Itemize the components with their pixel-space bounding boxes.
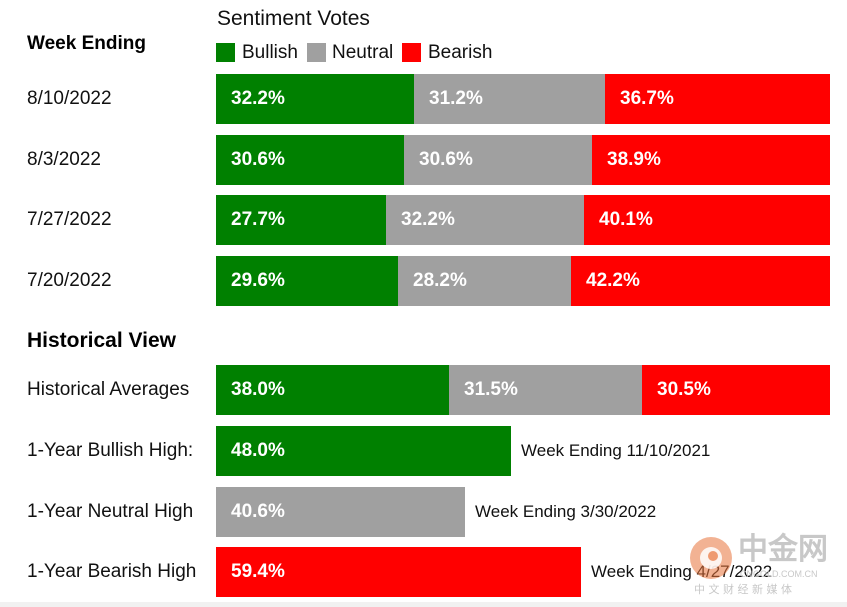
bar-value-label: 38.0% [231, 379, 285, 400]
watermark: 中金网 CNGOLD.COM.CN 中 文 财 经 新 媒 体 [688, 533, 836, 599]
watermark-domain: CNGOLD.COM.CN [740, 569, 818, 579]
row-label: Historical Averages [27, 379, 190, 400]
bar-segment-bullish [216, 74, 414, 124]
row-label: 8/10/2022 [27, 88, 112, 109]
bar-value-label: 29.6% [231, 270, 285, 291]
bar-segment-bearish [605, 74, 830, 124]
section-heading-historical-view: Historical View [27, 329, 177, 352]
bar-value-label: 32.2% [401, 209, 455, 230]
legend-label-neutral: Neutral [332, 42, 394, 63]
bar-segment-neutral [449, 365, 642, 415]
bar-value-label: 28.2% [413, 270, 467, 291]
bar-value-label: 38.9% [607, 149, 661, 170]
week-ending-note: Week Ending 11/10/2021 [521, 441, 711, 460]
bar-segment-bullish [216, 426, 511, 476]
bar-segment-bearish [592, 135, 830, 185]
bar-segment-neutral [216, 487, 465, 537]
week-ending-note: Week Ending 3/30/2022 [475, 502, 657, 521]
bar-segment-bullish [216, 365, 449, 415]
row-label: 8/3/2022 [27, 149, 101, 170]
watermark-tagline: 中 文 财 经 新 媒 体 [694, 583, 792, 596]
bar-segment-bullish [216, 195, 386, 245]
bar-segment-bullish [216, 135, 404, 185]
row-label: 1-Year Neutral High [27, 501, 194, 522]
legend-swatch-bullish [216, 43, 235, 62]
bar-value-label: 40.1% [599, 209, 653, 230]
bar-value-label: 40.6% [231, 501, 285, 522]
bar-segment-bearish [642, 365, 830, 415]
bar-value-label: 31.2% [429, 88, 483, 109]
bar-segment-bearish [584, 195, 830, 245]
bar-segment-neutral [398, 256, 571, 306]
bar-segment-neutral [386, 195, 584, 245]
row-label: 7/27/2022 [27, 209, 112, 230]
row-label: 1-Year Bullish High: [27, 440, 194, 461]
watermark-logo-icon [690, 537, 732, 579]
bar-value-label: 27.7% [231, 209, 285, 230]
section-heading-week-ending: Week Ending [27, 33, 146, 54]
row-label: 7/20/2022 [27, 270, 112, 291]
bar-value-label: 48.0% [231, 440, 285, 461]
legend-swatch-neutral [307, 43, 326, 62]
legend-label-bullish: Bullish [242, 42, 298, 63]
bar-value-label: 42.2% [586, 270, 640, 291]
watermark-brand: 中金网 [738, 532, 828, 567]
bottom-divider [0, 602, 847, 607]
legend-swatch-bearish [402, 43, 421, 62]
bar-value-label: 31.5% [464, 379, 518, 400]
bar-value-label: 59.4% [231, 561, 285, 582]
bar-segment-bullish [216, 256, 398, 306]
legend-label-bearish: Bearish [428, 42, 493, 63]
chart-title: Sentiment Votes [217, 7, 370, 30]
bar-value-label: 32.2% [231, 88, 285, 109]
bar-segment-neutral [414, 74, 605, 124]
bar-value-label: 30.6% [231, 149, 285, 170]
bar-value-label: 30.5% [657, 379, 711, 400]
bar-value-label: 30.6% [419, 149, 473, 170]
bar-segment-bearish [571, 256, 830, 306]
bar-segment-neutral [404, 135, 592, 185]
bar-value-label: 36.7% [620, 88, 674, 109]
bar-segment-bearish [216, 547, 581, 597]
row-label: 1-Year Bearish High [27, 561, 197, 582]
